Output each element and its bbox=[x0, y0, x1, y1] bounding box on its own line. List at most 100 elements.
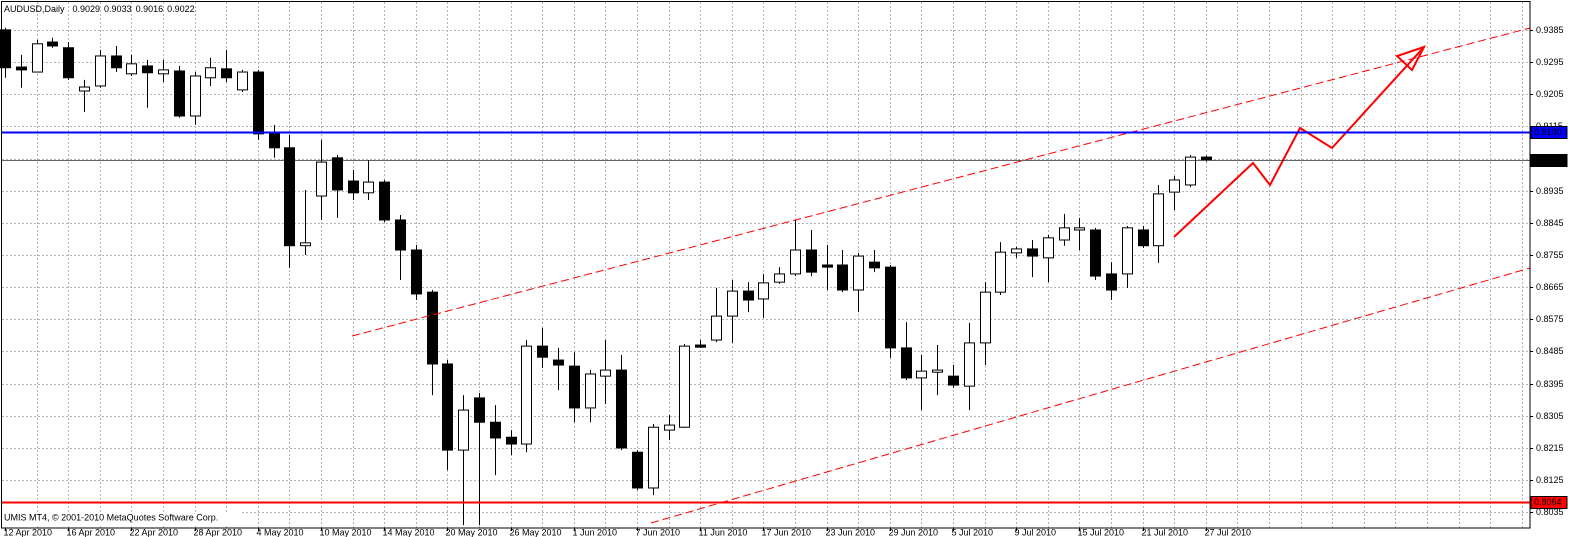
candle-body bbox=[190, 75, 201, 117]
candle-body bbox=[916, 370, 927, 379]
candle-body bbox=[379, 181, 390, 221]
candle-body bbox=[269, 133, 280, 149]
candle-body bbox=[948, 375, 959, 386]
candle-body bbox=[158, 69, 169, 75]
price-label: 0.9022 bbox=[1534, 155, 1562, 165]
candle-body bbox=[995, 251, 1006, 293]
candle-body bbox=[411, 249, 422, 295]
candles bbox=[0, 27, 1212, 526]
price-label-box bbox=[1530, 496, 1568, 509]
candle-body bbox=[743, 290, 754, 301]
candle-body bbox=[901, 347, 912, 379]
candle-body bbox=[1138, 229, 1149, 247]
candle-body bbox=[506, 436, 517, 445]
x-tick-label: 29 Jun 2010 bbox=[889, 527, 939, 537]
candle-body bbox=[1090, 229, 1101, 277]
grid bbox=[2, 2, 1530, 528]
x-tick-label: 21 Jul 2010 bbox=[1142, 527, 1189, 537]
candle-body bbox=[869, 261, 880, 269]
candle-body bbox=[885, 266, 896, 349]
price-label-box bbox=[1530, 126, 1568, 139]
candle-body bbox=[1106, 273, 1117, 291]
candle-body bbox=[1153, 193, 1164, 247]
candle-body bbox=[600, 369, 611, 377]
candle-body bbox=[1201, 156, 1212, 161]
y-tick-label: 0.8035 bbox=[1536, 507, 1564, 517]
symbol: AUDUSD,Daily bbox=[4, 4, 65, 14]
candle-body bbox=[111, 55, 122, 69]
y-tick-label: 0.9115 bbox=[1536, 121, 1563, 131]
candle-body bbox=[95, 55, 106, 87]
candle-body bbox=[221, 68, 232, 79]
x-tick-label: 15 Jul 2010 bbox=[1078, 527, 1125, 537]
footer-box bbox=[2, 512, 240, 524]
candle-body bbox=[774, 273, 785, 283]
candle-body bbox=[521, 345, 532, 445]
candle-body bbox=[711, 315, 722, 341]
candle-body bbox=[332, 157, 343, 191]
candle-body bbox=[1074, 227, 1085, 231]
candle-body bbox=[47, 41, 58, 47]
candle-body bbox=[758, 282, 769, 300]
forecast-arrowhead bbox=[1395, 45, 1427, 72]
candle-body bbox=[1043, 237, 1054, 259]
candle-body bbox=[284, 147, 295, 247]
candle-body bbox=[569, 365, 580, 409]
candle-body bbox=[363, 181, 374, 194]
candle-body bbox=[932, 369, 943, 373]
y-tick-label: 0.8305 bbox=[1536, 411, 1564, 421]
y-tick-label: 0.8125 bbox=[1536, 475, 1564, 485]
candle-body bbox=[174, 70, 185, 117]
candle-body bbox=[63, 47, 74, 79]
footer: UMIS MT4, © 2001-2010 MetaQuotes Softwar… bbox=[4, 512, 218, 522]
candle-body bbox=[853, 255, 864, 291]
candle-body bbox=[395, 219, 406, 251]
candle-body bbox=[316, 161, 327, 197]
candle-body bbox=[1169, 179, 1180, 193]
candle-body bbox=[679, 345, 690, 428]
price-label-box bbox=[1530, 154, 1568, 167]
candle-body bbox=[648, 426, 659, 489]
x-tick-label: 7 Jun 2010 bbox=[636, 527, 681, 537]
candle-body bbox=[1011, 248, 1022, 254]
candle-body bbox=[427, 291, 438, 365]
plot-border bbox=[1, 1, 1531, 529]
y-tick-label: 0.8845 bbox=[1536, 218, 1564, 228]
x-tick-label: 20 May 2010 bbox=[446, 527, 498, 537]
candle-body bbox=[1185, 156, 1196, 186]
price-label: 0.9100 bbox=[1534, 127, 1562, 137]
candle-body bbox=[142, 65, 153, 74]
x-tick-label: 27 Jul 2010 bbox=[1205, 527, 1252, 537]
candle-body bbox=[1059, 227, 1070, 241]
last-close: 0.9022 bbox=[167, 4, 195, 14]
trend-line bbox=[650, 267, 1531, 524]
candle-body bbox=[32, 43, 43, 73]
candle-body bbox=[205, 67, 216, 79]
candle-body bbox=[806, 249, 817, 273]
candle-body bbox=[964, 342, 975, 387]
y-tick-label: 0.9205 bbox=[1536, 89, 1564, 99]
chart-header: AUDUSD,Daily 0.9029 0.9033 0.9016 0.9022 bbox=[4, 4, 195, 14]
candle-body bbox=[553, 359, 564, 366]
candle-body bbox=[474, 397, 485, 423]
candle-body bbox=[300, 242, 311, 247]
x-tick-label: 16 Apr 2010 bbox=[67, 527, 116, 537]
candle-body bbox=[585, 373, 596, 409]
last-high: 0.9033 bbox=[104, 4, 132, 14]
last-open: 0.9029 bbox=[73, 4, 101, 14]
y-tick-label: 0.9385 bbox=[1536, 25, 1564, 35]
candle-body bbox=[0, 29, 11, 69]
price-label: 0.8064 bbox=[1534, 497, 1562, 507]
x-tick-label: 12 Apr 2010 bbox=[4, 527, 53, 537]
last-low: 0.9016 bbox=[136, 4, 164, 14]
candle-body bbox=[537, 345, 548, 358]
candle-body bbox=[126, 63, 137, 75]
candle-body bbox=[822, 264, 833, 268]
candle-body bbox=[458, 409, 469, 451]
y-tick-label: 0.8395 bbox=[1536, 379, 1564, 389]
candle-body bbox=[79, 86, 90, 92]
x-tick-label: 9 Jul 2010 bbox=[1015, 527, 1057, 537]
x-tick-label: 26 May 2010 bbox=[510, 527, 562, 537]
